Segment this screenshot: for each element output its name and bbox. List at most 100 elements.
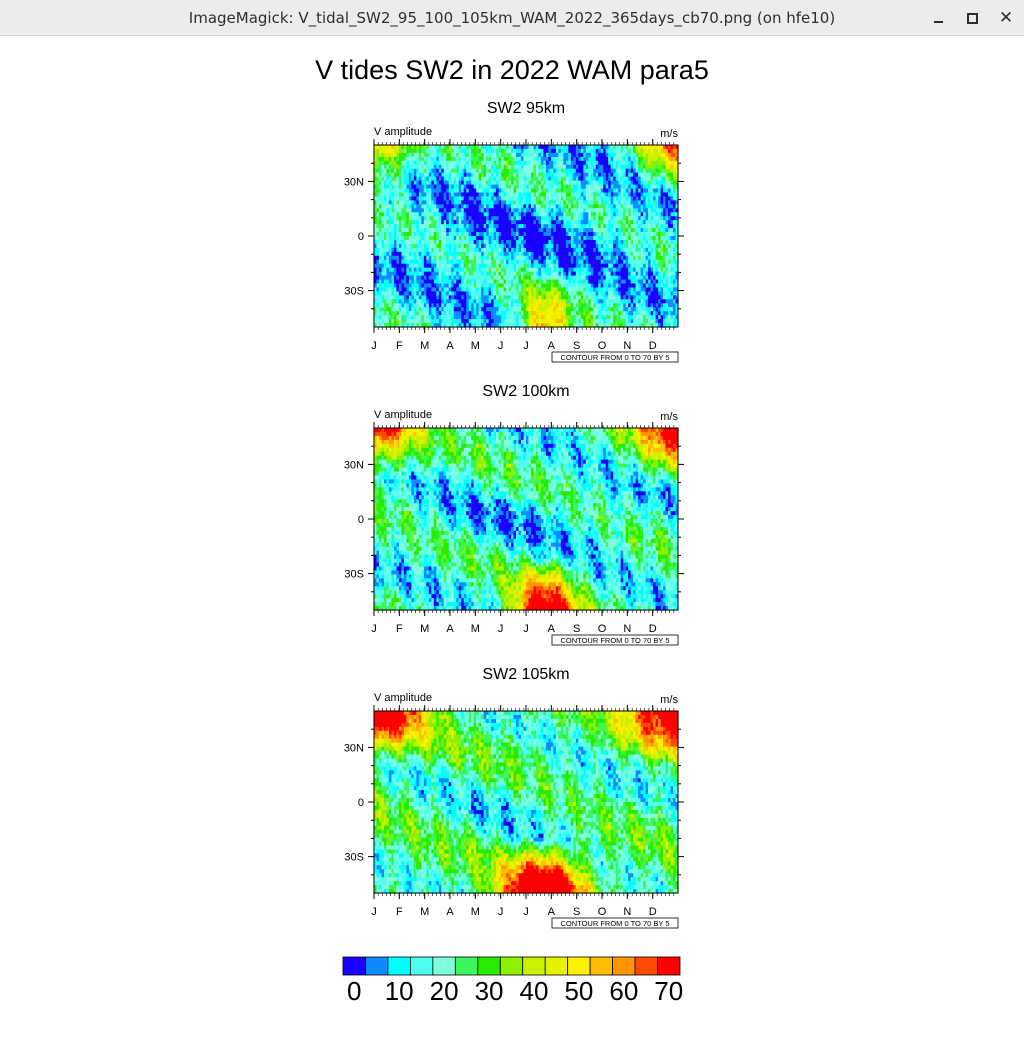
heatmap-cell: [463, 172, 467, 178]
heatmap-cell: [396, 275, 400, 281]
heatmap-cell: [406, 291, 410, 296]
heatmap-cell: [376, 220, 380, 225]
heatmap-cell: [441, 192, 445, 198]
heatmap-cell: [428, 311, 432, 316]
heatmap-cell: [463, 224, 467, 229]
heatmap-cell: [428, 315, 432, 320]
heatmap-cell: [441, 156, 445, 162]
heatmap-cell: [458, 259, 462, 265]
heatmap-cell: [443, 303, 447, 308]
heatmap-cell: [374, 204, 378, 209]
heatmap-cell: [398, 196, 403, 201]
heatmap-cell: [441, 255, 445, 261]
heatmap-cell: [411, 172, 415, 178]
heatmap-cell: [423, 188, 427, 194]
heatmap-cell: [406, 283, 410, 289]
heatmap-cell: [441, 267, 445, 273]
heatmap-cell: [401, 192, 405, 198]
heatmap-cell: [378, 255, 383, 261]
heatmap-cell: [386, 291, 390, 296]
window-titlebar[interactable]: ImageMagick: V_tidal_SW2_95_100_105km_WA…: [0, 0, 1024, 36]
heatmap-cell: [374, 299, 378, 304]
heatmap-cell: [374, 239, 378, 245]
heatmap-cell: [406, 220, 410, 225]
heatmap-cell: [383, 148, 388, 154]
heatmap-cell: [416, 236, 420, 241]
heatmap-cell: [401, 239, 405, 245]
heatmap-cell: [456, 323, 460, 328]
heatmap-cell: [418, 160, 422, 166]
heatmap-cell: [393, 152, 398, 158]
heatmap-cell: [448, 236, 452, 241]
heatmap-cell: [378, 164, 383, 170]
heatmap-cell: [426, 271, 430, 277]
heatmap-cell: [383, 228, 388, 233]
heatmap-cell: [416, 224, 420, 229]
heatmap-cell: [374, 176, 378, 182]
heatmap-cell: [386, 196, 390, 201]
heatmap-cell: [433, 271, 437, 277]
heatmap-cell: [391, 311, 395, 316]
heatmap-cell: [436, 255, 440, 261]
heatmap-cell: [408, 291, 412, 296]
heatmap-cell: [386, 295, 390, 300]
heatmap-cell: [443, 291, 447, 296]
heatmap-cell: [436, 164, 440, 170]
heatmap-cell: [433, 307, 437, 312]
heatmap-cell: [391, 247, 395, 253]
heatmap-cell: [453, 224, 457, 229]
heatmap-cell: [418, 216, 422, 221]
heatmap-cell: [374, 148, 378, 154]
heatmap-cell: [436, 145, 440, 150]
heatmap-cell: [413, 271, 417, 277]
heatmap-cell: [416, 148, 420, 154]
heatmap-cell: [406, 176, 410, 182]
heatmap-cell: [448, 247, 452, 253]
heatmap-cell: [461, 145, 465, 150]
heatmap-cell: [374, 180, 378, 186]
heatmap-cell: [461, 172, 465, 178]
minimize-icon: [933, 21, 943, 23]
heatmap-cell: [436, 279, 440, 285]
heatmap-cell: [466, 243, 470, 249]
heatmap-cell: [374, 259, 378, 265]
heatmap-cell: [446, 164, 450, 170]
heatmap-cell: [374, 236, 378, 241]
heatmap-cell: [386, 259, 390, 265]
heatmap-cell: [413, 232, 417, 237]
heatmap-cell: [381, 152, 385, 158]
heatmap-cell: [441, 303, 445, 308]
heatmap-cell: [456, 145, 460, 150]
heatmap-cell: [453, 243, 457, 249]
heatmap-cell: [466, 172, 470, 178]
heatmap-cell: [418, 212, 422, 217]
heatmap-cell: [421, 212, 425, 217]
heatmap-cell: [386, 176, 390, 182]
heatmap-cell: [418, 291, 422, 296]
heatmap-cell: [441, 315, 445, 320]
heatmap-cell: [406, 196, 410, 201]
heatmap-cell: [393, 275, 398, 281]
heatmap-cell: [468, 279, 472, 285]
heatmap-cell: [473, 196, 477, 201]
heatmap-cell: [446, 259, 450, 265]
heatmap-cell: [466, 220, 470, 225]
heatmap-cell: [466, 164, 470, 170]
minimize-button[interactable]: [926, 6, 950, 30]
heatmap-cell: [396, 283, 400, 289]
heatmap-cell: [431, 287, 435, 292]
heatmap-cell: [421, 311, 425, 316]
heatmap-cell: [416, 295, 420, 300]
heatmap-cell: [468, 216, 472, 221]
heatmap-cell: [456, 196, 460, 201]
heatmap-cell: [471, 200, 475, 205]
heatmap-cell: [418, 184, 422, 190]
heatmap-cell: [406, 224, 410, 229]
maximize-button[interactable]: [960, 6, 984, 30]
close-button[interactable]: ✕: [994, 6, 1018, 30]
heatmap-cell: [456, 164, 460, 170]
heatmap-cell: [411, 176, 415, 182]
heatmap-cell: [458, 224, 462, 229]
heatmap-cell: [473, 271, 477, 277]
heatmap-cell: [391, 283, 395, 289]
